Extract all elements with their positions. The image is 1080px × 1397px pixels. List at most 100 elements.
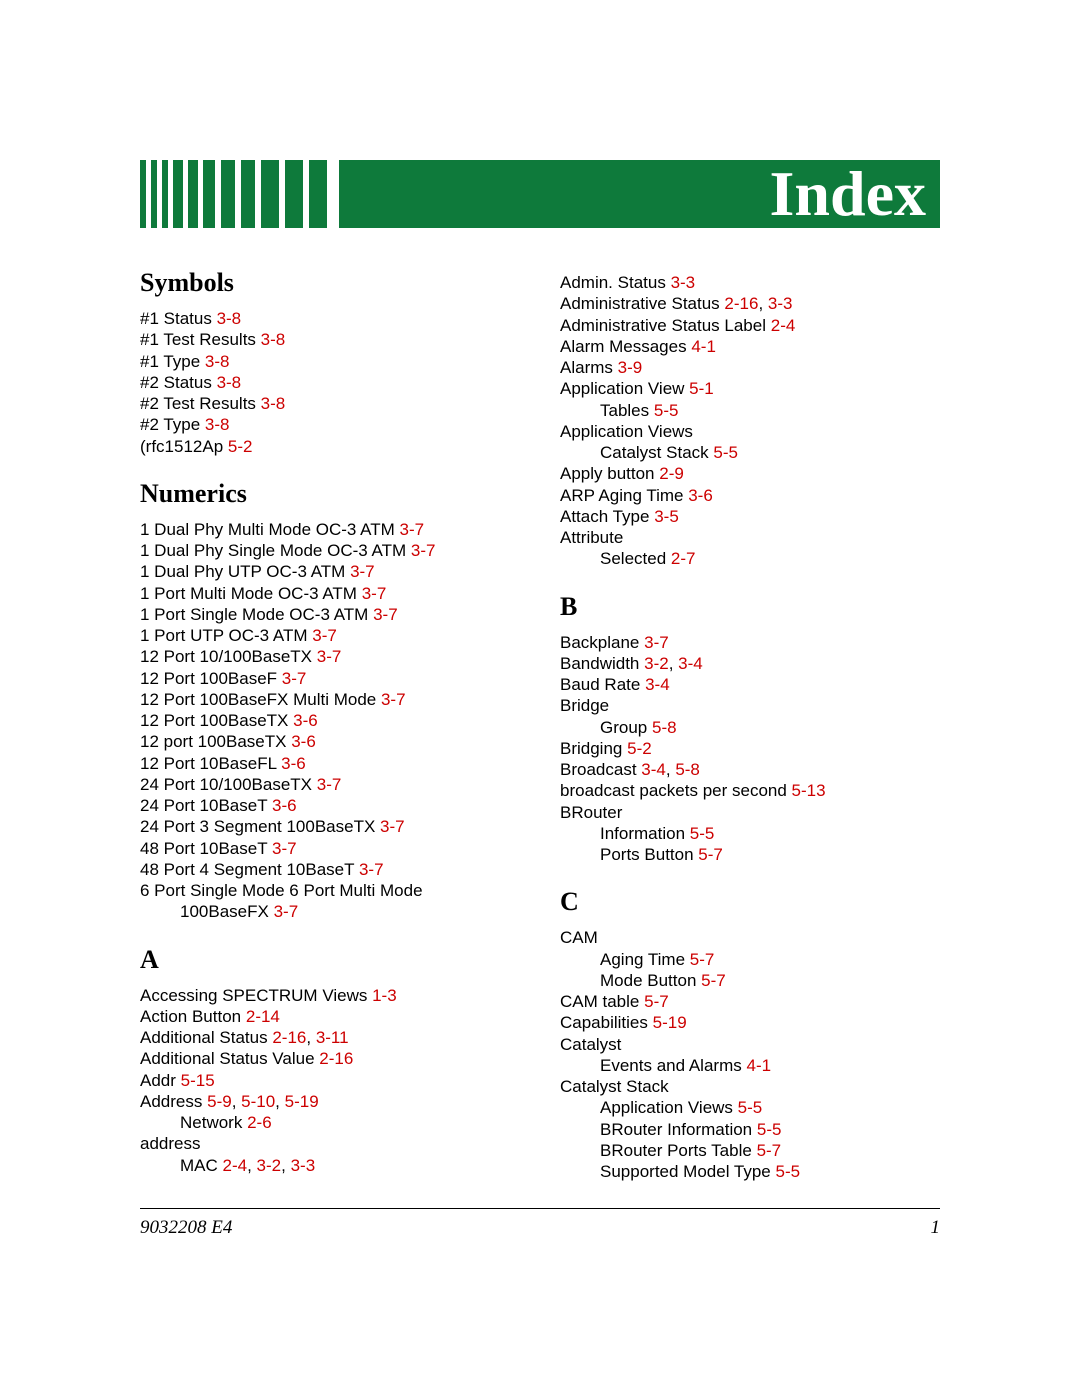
page-ref[interactable]: 3-7	[359, 860, 384, 879]
page-ref[interactable]: 5-10	[241, 1092, 275, 1111]
page-ref[interactable]: 5-7	[698, 845, 723, 864]
index-entry: Accessing SPECTRUM Views 1-3	[140, 985, 520, 1006]
page-ref[interactable]: 2-4	[771, 316, 796, 335]
entry-text: 6 Port Single Mode 6 Port Multi Mode	[140, 881, 423, 900]
page-ref[interactable]: 5-8	[675, 760, 700, 779]
page-ref[interactable]: 3-7	[272, 839, 297, 858]
index-entry: Additional Status Value 2-16	[140, 1048, 520, 1069]
entry-text: 12 Port 100BaseFX Multi Mode	[140, 690, 376, 709]
page-ref[interactable]: 5-5	[690, 824, 715, 843]
entry-text: Administrative Status Label	[560, 316, 766, 335]
page-ref[interactable]: 3-7	[317, 775, 342, 794]
page-ref[interactable]: 5-2	[627, 739, 652, 758]
page-ref[interactable]: 4-1	[746, 1056, 771, 1075]
page-ref[interactable]: 5-19	[285, 1092, 319, 1111]
page-ref[interactable]: 5-5	[738, 1098, 763, 1117]
section-heading: Numerics	[140, 479, 520, 509]
page-ref[interactable]: 5-8	[652, 718, 677, 737]
page-ref[interactable]: 4-1	[691, 337, 716, 356]
page-ref[interactable]: 3-9	[618, 358, 643, 377]
entry-text: CAM table	[560, 992, 639, 1011]
page-ref[interactable]: 3-8	[217, 373, 242, 392]
entry-text: Alarms	[560, 358, 613, 377]
page-ref[interactable]: 5-2	[228, 437, 253, 456]
page-ref[interactable]: 3-7	[350, 562, 375, 581]
page-ref[interactable]: 5-5	[713, 443, 738, 462]
page-ref[interactable]: 2-16	[724, 294, 758, 313]
page-ref[interactable]: 3-7	[381, 690, 406, 709]
page-ref[interactable]: 3-4	[678, 654, 703, 673]
index-entry: Admin. Status 3-3	[560, 272, 940, 293]
page-ref[interactable]: 3-8	[205, 415, 230, 434]
page-ref[interactable]: 3-8	[205, 352, 230, 371]
page-ref[interactable]: 3-2	[257, 1156, 282, 1175]
entries: Admin. Status 3-3Administrative Status 2…	[560, 272, 940, 570]
entry-text: Catalyst Stack	[600, 443, 709, 462]
page-ref[interactable]: 3-7	[373, 605, 398, 624]
index-entry: #2 Status 3-8	[140, 372, 520, 393]
entry-text: #2 Type	[140, 415, 200, 434]
page-ref[interactable]: 3-3	[291, 1156, 316, 1175]
page-ref[interactable]: 2-7	[671, 549, 696, 568]
page-ref[interactable]: 3-4	[645, 675, 670, 694]
page-ref[interactable]: 3-7	[282, 669, 307, 688]
entry-text: Group	[600, 718, 647, 737]
page-ref[interactable]: 1-3	[372, 986, 397, 1005]
index-page: Index Symbols#1 Status 3-8#1 Test Result…	[0, 0, 1080, 1299]
entry-text: Broadcast	[560, 760, 637, 779]
page-ref[interactable]: 2-16	[272, 1028, 306, 1047]
page-ref[interactable]: 5-9	[207, 1092, 232, 1111]
page-ref[interactable]: 3-6	[291, 732, 316, 751]
page-ref[interactable]: 3-5	[654, 507, 679, 526]
page-ref[interactable]: 3-3	[768, 294, 793, 313]
page-ref[interactable]: 3-6	[688, 486, 713, 505]
page-ref[interactable]: 5-13	[792, 781, 826, 800]
page-ref[interactable]: 3-6	[272, 796, 297, 815]
page-ref[interactable]: 3-8	[261, 330, 286, 349]
page-ref[interactable]: 5-7	[757, 1141, 782, 1160]
entry-text: 12 port 100BaseTX	[140, 732, 286, 751]
page-ref[interactable]: 2-9	[659, 464, 684, 483]
page-ref[interactable]: 3-6	[281, 754, 306, 773]
page-ref[interactable]: 3-7	[362, 584, 387, 603]
entry-text: 1 Dual Phy Multi Mode OC-3 ATM	[140, 520, 395, 539]
index-entry: Application View 5-1	[560, 378, 940, 399]
page-ref[interactable]: 2-16	[319, 1049, 353, 1068]
index-entry: MAC 2-4, 3-2, 3-3	[140, 1155, 520, 1176]
page-ref[interactable]: 5-7	[701, 971, 726, 990]
page-ref[interactable]: 3-8	[261, 394, 286, 413]
index-entry: Broadcast 3-4, 5-8	[560, 759, 940, 780]
page-ref[interactable]: 3-7	[644, 633, 669, 652]
index-entry: Apply button 2-9	[560, 463, 940, 484]
page-ref[interactable]: 3-6	[293, 711, 318, 730]
entry-text: Bridging	[560, 739, 622, 758]
page-ref[interactable]: 3-4	[641, 760, 666, 779]
page-ref[interactable]: 3-7	[317, 647, 342, 666]
page-ref[interactable]: 5-15	[181, 1071, 215, 1090]
page-ref[interactable]: 3-7	[380, 817, 405, 836]
page-ref[interactable]: 3-7	[274, 902, 299, 921]
page-ref[interactable]: 2-6	[247, 1113, 272, 1132]
page-ref[interactable]: 3-3	[671, 273, 696, 292]
page-ref[interactable]: 5-7	[690, 950, 715, 969]
page-ref[interactable]: 3-7	[400, 520, 425, 539]
page-ref[interactable]: 3-2	[644, 654, 669, 673]
index-entry: CAM table 5-7	[560, 991, 940, 1012]
page-ref[interactable]: 5-7	[644, 992, 669, 1011]
entry-text: #2 Test Results	[140, 394, 256, 413]
page-ref[interactable]: 3-11	[316, 1028, 349, 1047]
index-entry: Bandwidth 3-2, 3-4	[560, 653, 940, 674]
page-ref[interactable]: 5-5	[757, 1120, 782, 1139]
page-ref[interactable]: 3-8	[217, 309, 242, 328]
page-ref[interactable]: 5-1	[689, 379, 714, 398]
page-ref[interactable]: 3-7	[411, 541, 436, 560]
page-ref[interactable]: 3-7	[312, 626, 337, 645]
page-ref[interactable]: 5-5	[775, 1162, 800, 1181]
index-entry: 1 Port Multi Mode OC-3 ATM 3-7	[140, 583, 520, 604]
page-ref[interactable]: 2-4	[223, 1156, 248, 1175]
entry-text: 24 Port 3 Segment 100BaseTX	[140, 817, 375, 836]
page-ref[interactable]: 5-5	[654, 401, 679, 420]
entry-text: Tables	[600, 401, 649, 420]
page-ref[interactable]: 2-14	[246, 1007, 280, 1026]
page-ref[interactable]: 5-19	[653, 1013, 687, 1032]
